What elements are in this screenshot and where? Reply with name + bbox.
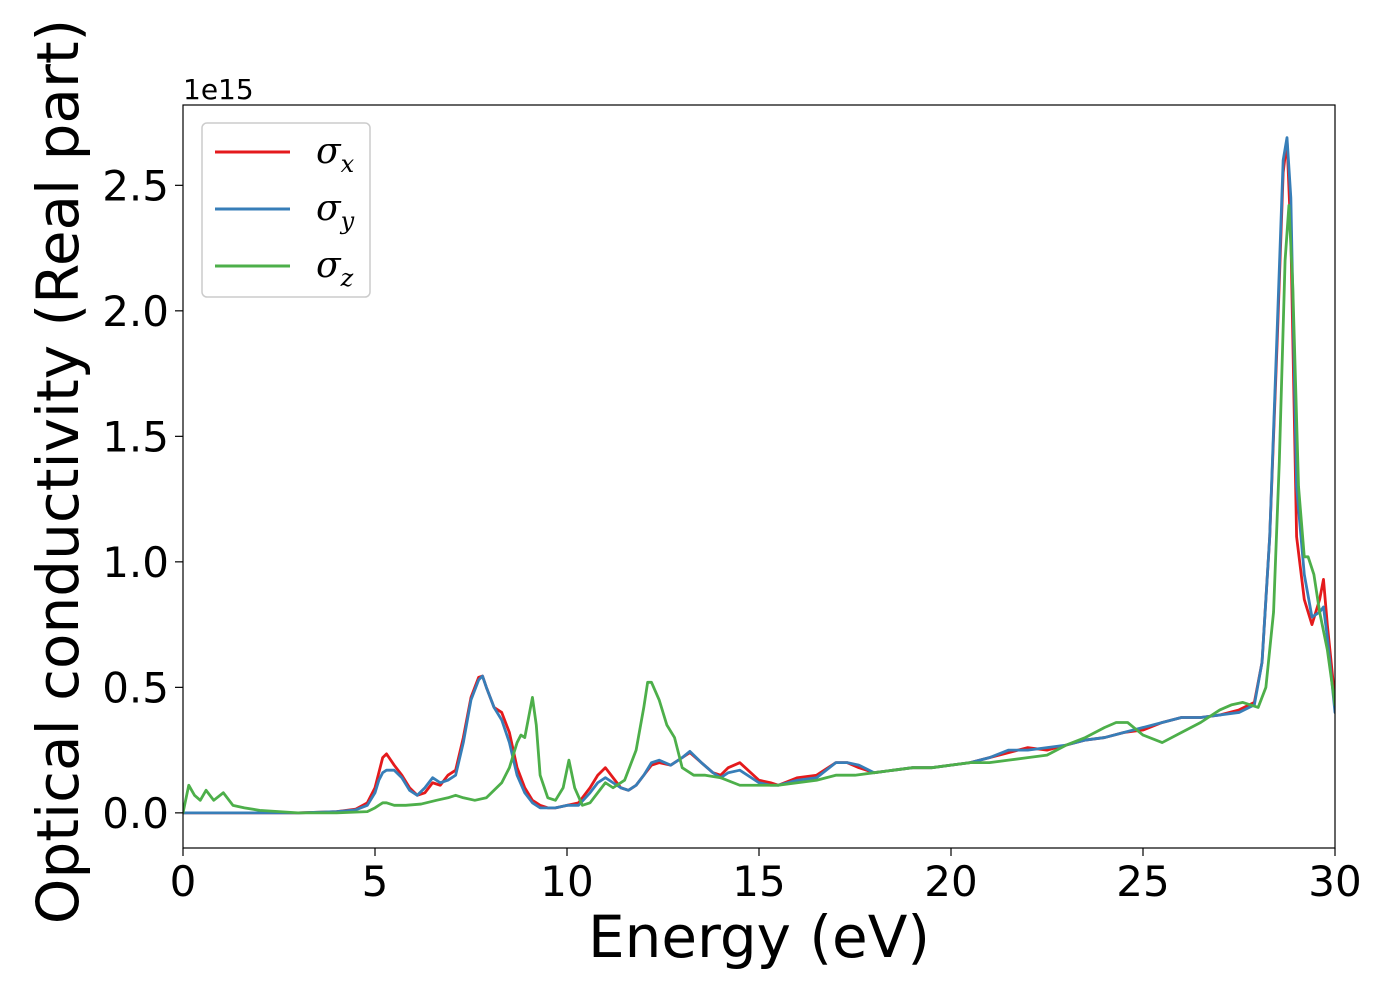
y-axis-offset-text: 1e15 <box>183 73 254 106</box>
y-axis-ticks: 0.0 0.5 1.0 1.5 2.0 2.5 <box>102 161 183 838</box>
x-axis-ticks: 0 5 10 15 20 25 30 <box>170 848 1362 906</box>
y-tick-label: 2.5 <box>102 161 169 210</box>
y-tick-label: 1.5 <box>102 412 169 461</box>
x-tick-label: 20 <box>924 857 977 906</box>
plot-lines <box>183 136 1335 815</box>
x-tick-label: 30 <box>1308 857 1361 906</box>
x-tick-label: 0 <box>170 857 197 906</box>
x-tick-label: 10 <box>540 857 593 906</box>
legend-label: σz <box>316 245 354 292</box>
legend-item-y: σy <box>215 188 355 235</box>
x-tick-label: 15 <box>732 857 785 906</box>
x-tick-label: 5 <box>362 857 389 906</box>
legend-label: σy <box>316 188 355 235</box>
legend-label: σx <box>316 131 355 178</box>
y-axis-label: Optical conductivity (Real part) <box>24 19 92 924</box>
legend-item-x: σx <box>215 131 355 178</box>
series-line-z <box>183 204 1335 815</box>
series-line-y <box>183 136 1335 815</box>
y-tick-label: 1.0 <box>102 538 169 587</box>
y-tick-label: 0.5 <box>102 663 169 712</box>
y-tick-label: 0.0 <box>102 789 169 838</box>
x-tick-label: 25 <box>1116 857 1169 906</box>
legend-item-z: σz <box>215 245 354 292</box>
y-tick-label: 2.0 <box>102 287 169 336</box>
legend: σx σy σz <box>201 122 371 298</box>
x-axis-label: Energy (eV) <box>588 903 930 971</box>
